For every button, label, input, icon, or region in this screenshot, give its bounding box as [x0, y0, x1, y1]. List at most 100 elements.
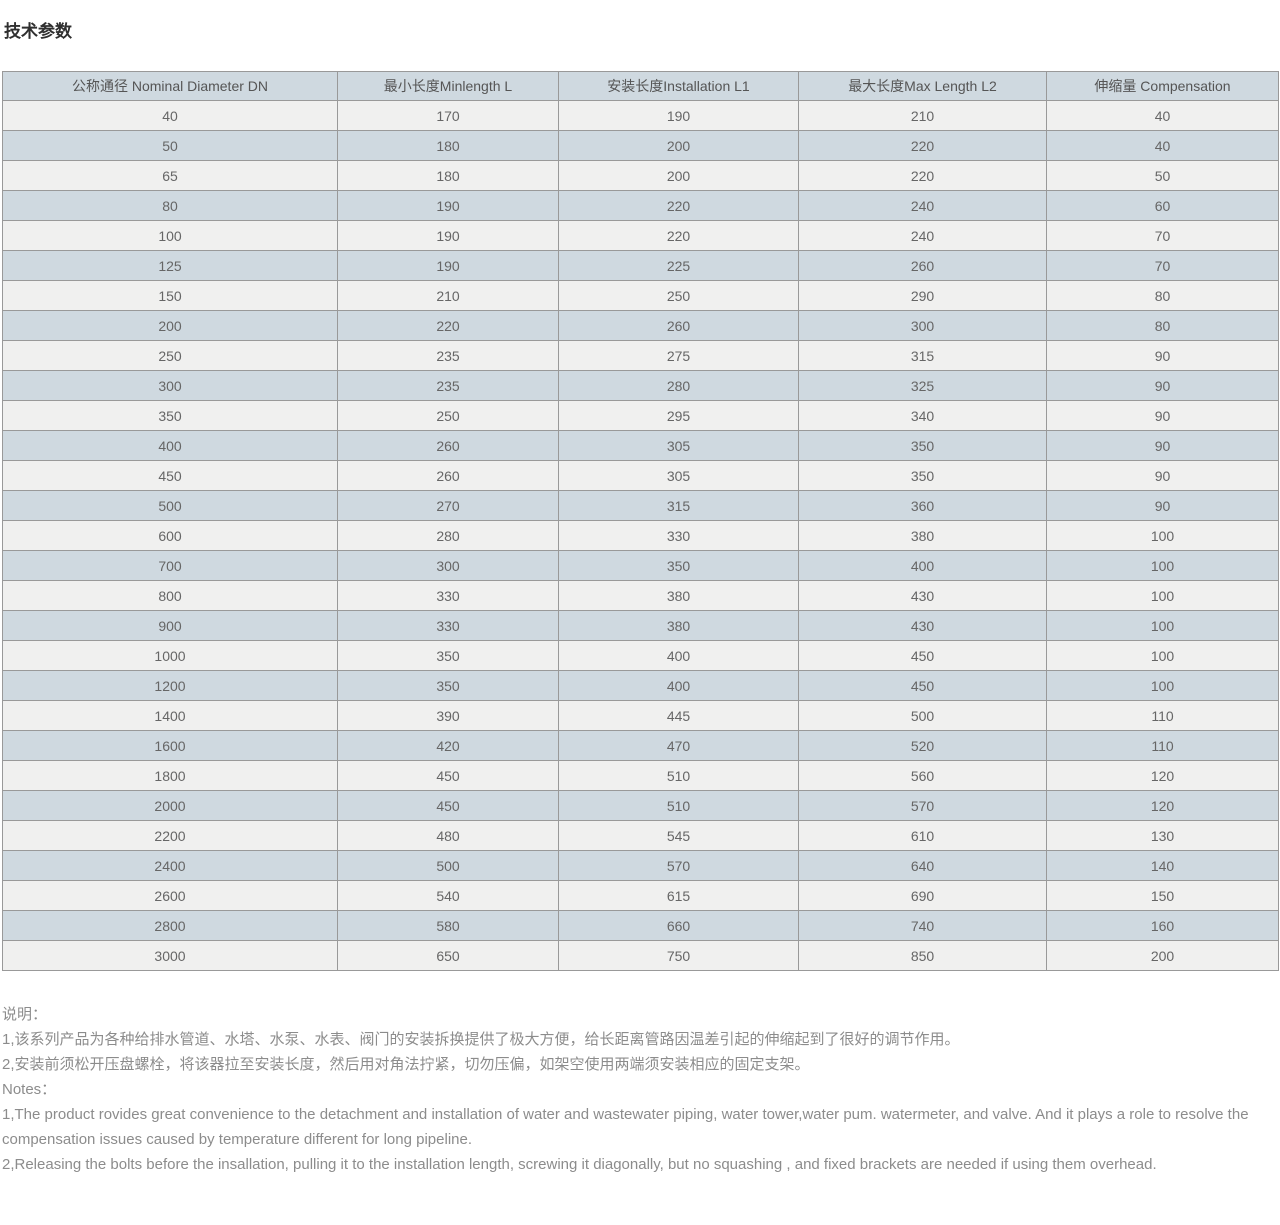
table-cell: 190	[337, 190, 559, 221]
table-cell: 100	[1046, 580, 1279, 611]
table-cell: 80	[1046, 280, 1279, 311]
table-cell: 260	[337, 460, 559, 491]
table-cell: 430	[798, 580, 1047, 611]
table-cell: 295	[558, 400, 799, 431]
table-cell: 400	[558, 670, 799, 701]
table-cell: 380	[558, 610, 799, 641]
table-cell: 640	[798, 850, 1047, 881]
table-cell: 315	[558, 490, 799, 521]
table-cell: 100	[1046, 520, 1279, 551]
table-cell: 610	[798, 820, 1047, 851]
table-cell: 1400	[2, 700, 338, 731]
table-cell: 235	[337, 340, 559, 371]
table-row: 1600 420 470 520 110	[2, 730, 1279, 761]
table-cell: 450	[798, 670, 1047, 701]
table-header-cell: 最小长度Minlength L	[337, 71, 559, 101]
table-cell: 220	[558, 220, 799, 251]
table-cell: 900	[2, 610, 338, 641]
table-row: 2800 580 660 740 160	[2, 910, 1279, 941]
table-cell: 700	[2, 550, 338, 581]
table-cell: 3000	[2, 940, 338, 971]
table-cell: 300	[337, 550, 559, 581]
table-cell: 130	[1046, 820, 1279, 851]
table-row: 800 330 380 430 100	[2, 580, 1279, 611]
table-cell: 510	[558, 760, 799, 791]
table-cell: 80	[1046, 310, 1279, 341]
table-row: 65 180 200 220 50	[2, 160, 1279, 191]
table-cell: 600	[2, 520, 338, 551]
table-row: 700 300 350 400 100	[2, 550, 1279, 581]
table-cell: 400	[2, 430, 338, 461]
table-cell: 70	[1046, 250, 1279, 281]
page-title: 技术参数	[4, 22, 72, 41]
table-cell: 220	[798, 160, 1047, 191]
table-cell: 1200	[2, 670, 338, 701]
table-cell: 330	[558, 520, 799, 551]
table-cell: 200	[558, 130, 799, 161]
table-cell: 70	[1046, 220, 1279, 251]
table-row: 1200 350 400 450 100	[2, 670, 1279, 701]
table-cell: 330	[337, 580, 559, 611]
table-cell: 90	[1046, 460, 1279, 491]
table-cell: 545	[558, 820, 799, 851]
table-row: 2200 480 545 610 130	[2, 820, 1279, 851]
table-row: 2400 500 570 640 140	[2, 850, 1279, 881]
table-row: 450 260 305 350 90	[2, 460, 1279, 491]
table-cell: 235	[337, 370, 559, 401]
table-cell: 350	[337, 640, 559, 671]
table-cell: 210	[798, 100, 1047, 131]
table-cell: 2200	[2, 820, 338, 851]
table-cell: 1800	[2, 760, 338, 791]
notes-en-line-1: 1,The product rovides great convenience …	[2, 1106, 1249, 1148]
table-cell: 240	[798, 220, 1047, 251]
table-cell: 510	[558, 790, 799, 821]
notes-cn-line-2: 2,安装前须松开压盘螺栓，将该器拉至安装长度，然后用对角法拧紧，切勿压偏，如架空…	[2, 1056, 810, 1073]
table-cell: 150	[2, 280, 338, 311]
table-row: 3000 650 750 850 200	[2, 940, 1279, 971]
table-cell: 350	[2, 400, 338, 431]
table-cell: 190	[558, 100, 799, 131]
table-cell: 90	[1046, 340, 1279, 371]
table-row: 1000 350 400 450 100	[2, 640, 1279, 671]
table-cell: 65	[2, 160, 338, 191]
table-cell: 200	[2, 310, 338, 341]
table-cell: 2400	[2, 850, 338, 881]
notes-en-title: Notes：	[2, 1081, 57, 1098]
table-cell: 180	[337, 130, 559, 161]
table-cell: 220	[798, 130, 1047, 161]
table-cell: 450	[337, 760, 559, 791]
table-cell: 90	[1046, 400, 1279, 431]
table-row: 2000 450 510 570 120	[2, 790, 1279, 821]
table-cell: 170	[337, 100, 559, 131]
table-cell: 140	[1046, 850, 1279, 881]
table-row: 1400 390 445 500 110	[2, 700, 1279, 731]
table-cell: 340	[798, 400, 1047, 431]
table-cell: 280	[558, 370, 799, 401]
table-cell: 200	[1046, 940, 1279, 971]
table-cell: 200	[558, 160, 799, 191]
table-cell: 150	[1046, 880, 1279, 911]
table-cell: 250	[558, 280, 799, 311]
table-cell: 500	[2, 490, 338, 521]
table-cell: 315	[798, 340, 1047, 371]
table-cell: 380	[798, 520, 1047, 551]
table-cell: 80	[2, 190, 338, 221]
table-cell: 1600	[2, 730, 338, 761]
table-header-cell: 安装长度Installation L1	[558, 71, 799, 101]
table-cell: 1000	[2, 640, 338, 671]
table-cell: 210	[337, 280, 559, 311]
notes-en-line-2: 2,Releasing the bolts before the insalla…	[2, 1156, 1157, 1173]
table-row: 600 280 330 380 100	[2, 520, 1279, 551]
table-cell: 570	[798, 790, 1047, 821]
table-cell: 180	[337, 160, 559, 191]
table-cell: 100	[1046, 610, 1279, 641]
table-cell: 280	[337, 520, 559, 551]
table-cell: 740	[798, 910, 1047, 941]
table-cell: 540	[337, 880, 559, 911]
table-cell: 90	[1046, 370, 1279, 401]
table-cell: 60	[1046, 190, 1279, 221]
table-cell: 690	[798, 880, 1047, 911]
table-header-cell: 最大长度Max Length L2	[798, 71, 1047, 101]
